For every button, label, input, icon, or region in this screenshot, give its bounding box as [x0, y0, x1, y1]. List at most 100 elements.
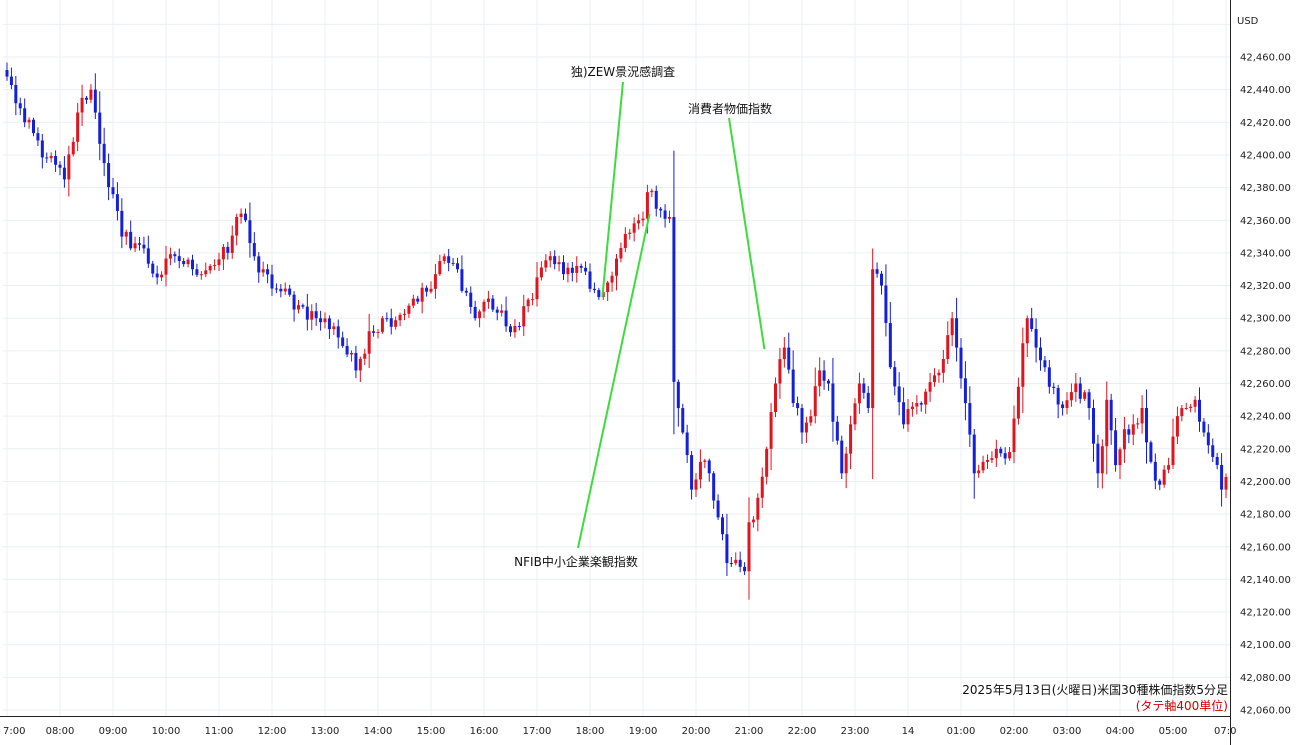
candle-body: [1149, 442, 1153, 462]
y-tick-label: 42,160.00: [1240, 542, 1291, 553]
candle: [58, 161, 62, 176]
candle: [668, 210, 671, 224]
candle: [597, 287, 601, 300]
candle-body: [694, 479, 698, 490]
candle-body: [1096, 443, 1100, 474]
candle-body: [707, 460, 711, 474]
candle: [129, 220, 133, 251]
candle-body: [659, 208, 663, 211]
candle-body: [464, 290, 468, 293]
candle: [875, 262, 879, 278]
x-tick-label: 03:00: [1053, 726, 1082, 737]
candle: [615, 253, 618, 291]
candle: [579, 263, 583, 273]
candle: [438, 254, 442, 276]
candle-body: [1030, 318, 1034, 329]
candle-body: [765, 448, 769, 477]
candle: [933, 368, 936, 387]
candle: [760, 467, 764, 508]
candle-body: [827, 380, 830, 384]
candle-body: [416, 298, 420, 302]
candle: [747, 497, 751, 600]
candle-body: [208, 265, 212, 271]
candle: [902, 387, 906, 429]
candle-body: [1056, 387, 1060, 405]
candle-body: [1025, 318, 1029, 344]
candle-body: [880, 273, 883, 286]
candle: [1047, 360, 1051, 394]
candle-body: [27, 119, 31, 123]
candle-body: [654, 190, 658, 209]
candle: [818, 357, 822, 397]
x-tick-label: 01:00: [947, 726, 976, 737]
candle-body: [345, 345, 349, 355]
chart-caption-sub: (タテ軸400単位): [1136, 698, 1228, 713]
candle-body: [191, 259, 194, 270]
candle-body: [36, 133, 40, 141]
candle-body: [738, 559, 742, 567]
y-tick-label: 42,140.00: [1240, 575, 1291, 586]
candle-layer: [5, 62, 1228, 600]
candle-body: [473, 306, 477, 319]
candle-body: [774, 383, 777, 413]
candle-body: [71, 141, 75, 155]
candle: [584, 261, 588, 276]
candle-body: [49, 156, 53, 159]
candle: [637, 214, 641, 230]
candle: [835, 415, 839, 445]
candle: [690, 451, 694, 500]
candle-body: [760, 476, 764, 498]
candle-body: [1211, 445, 1215, 457]
candle: [363, 348, 367, 366]
candle: [1083, 389, 1087, 402]
candle-body: [566, 267, 570, 275]
candle: [1158, 478, 1162, 491]
candle-body: [509, 326, 512, 333]
candle-body: [906, 409, 910, 425]
candle: [1206, 424, 1210, 454]
candle: [14, 75, 18, 116]
candle: [1069, 383, 1073, 407]
candle-body: [844, 453, 848, 474]
candle: [266, 264, 270, 284]
candle-body: [1061, 404, 1065, 408]
candle: [1198, 387, 1201, 432]
candle: [199, 270, 203, 280]
candle: [1056, 384, 1060, 419]
candle: [535, 262, 539, 307]
candle: [124, 229, 128, 245]
y-tick-label: 42,300.00: [1240, 314, 1291, 325]
candle: [937, 369, 941, 383]
candle-body: [40, 140, 44, 158]
candle: [857, 372, 861, 414]
candle: [155, 265, 159, 285]
candle: [557, 255, 561, 272]
candle-body: [712, 473, 716, 501]
y-tick-label: 42,360.00: [1240, 216, 1291, 227]
candle: [963, 361, 967, 421]
candle: [433, 263, 437, 299]
candle: [844, 446, 848, 489]
candle-body: [972, 434, 976, 474]
candle: [526, 297, 530, 313]
candle: [566, 262, 570, 283]
candle-body: [977, 470, 981, 474]
candle-body: [332, 326, 336, 330]
candle: [310, 304, 314, 331]
candle-body: [809, 416, 813, 423]
candle-body: [433, 274, 437, 289]
candle-body: [389, 318, 393, 327]
candle: [182, 257, 186, 267]
candle: [217, 252, 221, 272]
candle-body: [1087, 392, 1091, 408]
candle-body: [438, 261, 442, 275]
candle-body: [513, 325, 517, 333]
candle-body: [592, 288, 596, 291]
y-tick-label: 42,060.00: [1240, 706, 1291, 717]
candle-body: [831, 383, 835, 422]
candle-body: [1069, 392, 1073, 401]
candle-body: [279, 288, 283, 292]
candle-body: [1136, 423, 1140, 425]
x-tick-label: 08:00: [46, 726, 75, 737]
candle-body: [668, 216, 671, 219]
